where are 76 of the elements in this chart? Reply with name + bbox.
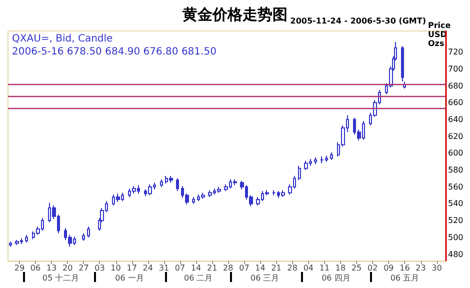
x-tick-label: 21 [207,264,218,272]
y-tick-label: 560 [448,182,464,192]
candlestick [298,165,301,181]
candlestick [314,156,317,165]
annotation: QXAU=, Bid, Candle [12,34,113,44]
y-tick-label: 620 [448,132,464,141]
candlestick [148,184,152,196]
x2-tick-label: 06 三月 [250,274,280,282]
y-tick-label: 640 [448,114,464,124]
y-tick-label: 600 [448,148,464,158]
x-tick-label: 11 [319,264,330,272]
candlestick [403,81,406,89]
y-tick-label: 480 [448,250,464,259]
candlestick [82,232,85,242]
candlestick [201,192,205,200]
x-tick-label: 17 [126,264,137,272]
candlestick [176,178,179,192]
x-tick-label: 24 [142,264,153,272]
x2-tick-label: 06 一月 [115,274,144,282]
x-tick-label: 02 [368,264,378,272]
y-tick-label: 720 [448,48,464,57]
y-tick-label: 660 [448,98,464,108]
candlestick [217,186,221,194]
candlestick [401,46,404,82]
x-tick-label: 14 [190,264,202,272]
x-tick-label: 29 [14,264,25,272]
x-tick-label: 28 [223,264,234,272]
y-tick-label: 680 [448,81,464,90]
x-tick-label: 28 [287,264,298,272]
x-tick-label: 20 [62,264,73,272]
x-tick-label: 13 [46,264,57,272]
candlestick [132,186,136,194]
candlestick [224,184,228,192]
x-tick-label: 03 [94,264,105,272]
candlestick [330,152,333,160]
x2-tick-label: 06 二月 [184,274,213,282]
x-tick-label: 04 [303,264,314,272]
annotation: 2006-5-16 678.50 684.90 676.80 681.50 [12,46,216,58]
candlestick [304,160,308,171]
candlestick [9,241,12,248]
x-tick-label: 21 [271,264,282,272]
x-tick-label: 23 [416,264,426,272]
x-tick-label: 31 [158,264,170,272]
y-tick-label: 520 [448,216,464,226]
candlestick [208,190,212,198]
x2-tick-label: 06 四月 [322,274,350,282]
x2-tick-label: 05 十二月 [42,274,80,282]
chart-title: 黄金价格走势图 [182,6,288,24]
x-tick-label: 25 [351,264,362,272]
candlestick [192,196,195,204]
x-tick-label: 18 [335,264,346,272]
candlestick [169,175,173,184]
y-tick-label: 580 [448,166,464,175]
y-tick-label: 500 [448,232,464,242]
candlestick [116,193,120,203]
x-tick-label: 27 [78,264,89,272]
candlestick [160,178,163,188]
candlestick [320,156,324,164]
x-tick-label: 16 [400,264,410,272]
x-tick-label: 30 [432,264,442,272]
x2-tick-label: 06 五月 [390,274,420,282]
x-tick-label: 10 [110,264,121,272]
text: 2005-11-24 - 2006-5-30 (GMT) [290,16,426,26]
y-tick-label: 540 [448,199,464,208]
x-tick-label: 14 [255,264,266,272]
candlestick [87,226,90,238]
x-tick-label: 07 [239,264,250,272]
x-tick-label: 09 [384,264,394,272]
candlestick [15,239,19,246]
candlestick [233,178,237,186]
candlestick [272,190,276,196]
x-tick-label: 06 [30,264,41,272]
y-tick-label: 700 [448,64,464,74]
candlestick [281,190,285,198]
candlestick [25,234,28,243]
x-tick-label: 07 [174,264,186,272]
